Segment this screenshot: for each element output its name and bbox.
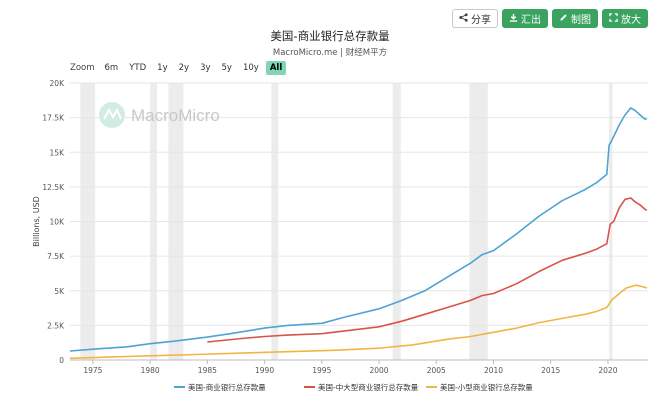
fullscreen-button[interactable]: 放大 (602, 9, 648, 28)
y-tick-label: 10K (50, 218, 66, 227)
draw-label: 制图 (571, 15, 591, 26)
y-tick-label: 7.5K (47, 252, 65, 261)
export-label: 汇出 (521, 15, 541, 26)
range-6m-button[interactable]: 6m (104, 63, 119, 73)
x-tick-label: 1980 (141, 366, 160, 375)
series-line-2 (69, 284, 648, 360)
legend-label: 美国-商业银行总存款量 (188, 382, 266, 392)
y-axis-label: Billions, USD (32, 196, 41, 247)
share-label: 分享 (471, 15, 491, 26)
legend-item-0[interactable]: 美国-商业银行总存款量 (174, 382, 266, 392)
export-button[interactable]: 汇出 (502, 9, 548, 28)
legend-item-2[interactable]: 美国-小型商业银行总存款量 (426, 382, 533, 392)
legend-item-1[interactable]: 美国-中大型商业银行总存款量 (304, 382, 419, 392)
range-2y-button[interactable]: 2y (178, 63, 190, 73)
x-tick-label: 1990 (255, 366, 274, 375)
y-tick-label: 20K (50, 79, 66, 88)
x-tick-label: 2000 (369, 366, 388, 375)
y-tick-label: 2.5K (47, 321, 65, 330)
range-ytd-button[interactable]: YTD (129, 63, 147, 73)
y-tick-label: 0 (59, 356, 64, 365)
pencil-icon (559, 13, 568, 25)
toolbar: 分享 汇出 制图 放大 (452, 9, 648, 28)
x-tick-label: 1975 (83, 366, 102, 375)
x-tick-label: 2005 (427, 366, 446, 375)
y-tick-label: 15K (50, 148, 66, 157)
y-tick-label: 12.5K (42, 183, 65, 192)
chart-subtitle: MacroMicro.me | 财经M平方 (272, 48, 388, 58)
share-button[interactable]: 分享 (452, 9, 498, 28)
x-tick-label: 2010 (484, 366, 503, 375)
x-tick-label: 2020 (598, 366, 617, 375)
download-icon (509, 13, 518, 25)
x-tick-label: 1985 (198, 366, 217, 375)
range-10y-button[interactable]: 10y (242, 63, 259, 73)
share-icon (459, 12, 468, 25)
x-tick-label: 1995 (312, 366, 331, 375)
chart-title: 美国-商业银行总存款量 (270, 29, 390, 43)
fullscreen-label: 放大 (621, 15, 641, 26)
watermark-text: MacroMicro (131, 106, 220, 125)
range-all-button[interactable]: All (265, 61, 287, 75)
legend-label: 美国-小型商业银行总存款量 (440, 382, 533, 392)
series-line-1 (207, 197, 648, 343)
macromicro-logo-icon (103, 107, 122, 120)
range-selector: Zoom 6m YTD 1y 2y 3y 5y 10y All (70, 61, 287, 75)
legend-label: 美国-中大型商业银行总存款量 (318, 382, 419, 392)
range-selector-label: Zoom (70, 63, 95, 73)
range-3y-button[interactable]: 3y (200, 63, 211, 73)
range-1y-button[interactable]: 1y (157, 63, 168, 73)
y-tick-label: 17.5K (42, 114, 65, 123)
range-5y-button[interactable]: 5y (221, 63, 232, 73)
watermark: MacroMicro (99, 102, 220, 128)
y-tick-label: 5K (54, 287, 65, 296)
draw-button[interactable]: 制图 (552, 9, 598, 28)
expand-icon (609, 12, 618, 25)
x-tick-label: 2015 (541, 366, 560, 375)
series-line-0 (69, 107, 647, 352)
